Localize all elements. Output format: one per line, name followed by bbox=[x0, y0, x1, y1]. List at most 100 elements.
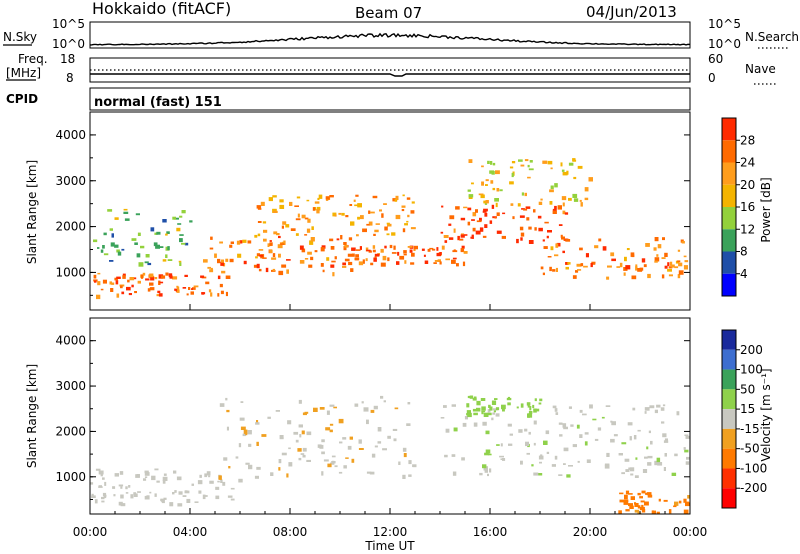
power-cell bbox=[256, 253, 260, 257]
power-cell bbox=[560, 162, 563, 167]
colorbar-tick-label: 8 bbox=[740, 245, 748, 259]
power-cell bbox=[94, 280, 97, 283]
power-cell bbox=[475, 209, 478, 213]
power-cell bbox=[674, 266, 679, 269]
power-cell bbox=[210, 292, 213, 297]
power-cell bbox=[542, 160, 548, 164]
power-cell bbox=[457, 235, 460, 241]
power-cell bbox=[236, 240, 241, 245]
velocity-cell bbox=[611, 421, 616, 426]
velocity-cell bbox=[482, 464, 487, 469]
power-cell bbox=[114, 277, 118, 281]
power-cell bbox=[594, 245, 599, 249]
power-cell bbox=[402, 194, 405, 197]
power-cell bbox=[316, 209, 320, 214]
power-cell bbox=[537, 215, 542, 219]
power-cell bbox=[127, 279, 130, 283]
velocity-cell bbox=[161, 499, 165, 504]
power-cell bbox=[583, 265, 588, 268]
power-cell bbox=[162, 259, 167, 262]
colorbar-swatch bbox=[722, 207, 736, 230]
power-cell bbox=[181, 210, 186, 214]
power-cell bbox=[549, 266, 552, 272]
power-cell bbox=[93, 239, 98, 243]
colorbar-tick-label: 100 bbox=[740, 363, 763, 377]
power-cell bbox=[179, 262, 182, 266]
power-cell bbox=[229, 258, 234, 263]
velocity-cell bbox=[533, 472, 539, 476]
power-cell bbox=[134, 242, 138, 245]
velocity-cell bbox=[481, 410, 486, 413]
power-cell bbox=[475, 230, 481, 235]
velocity-cell bbox=[154, 468, 159, 471]
velocity-cell bbox=[338, 471, 343, 474]
power-ylabel: Slant Range [km] bbox=[25, 160, 39, 264]
velocity-cell bbox=[408, 474, 412, 477]
power-cell bbox=[661, 257, 666, 259]
y-tick-label: 4000 bbox=[55, 128, 86, 142]
colorbar-swatch bbox=[722, 369, 736, 390]
power-cell bbox=[560, 234, 563, 238]
power-cell bbox=[550, 185, 554, 190]
velocity-cell bbox=[485, 449, 491, 454]
power-cell bbox=[169, 275, 173, 279]
power-cell bbox=[568, 162, 574, 166]
power-cell bbox=[375, 223, 380, 225]
velocity-cell bbox=[647, 494, 653, 498]
power-cell bbox=[467, 207, 472, 211]
velocity-cell bbox=[377, 441, 382, 444]
power-cell bbox=[221, 270, 226, 274]
velocity-cell bbox=[443, 405, 447, 408]
velocity-cell bbox=[476, 407, 481, 412]
velocity-cell bbox=[618, 453, 623, 456]
power-cell bbox=[272, 210, 278, 213]
power-cell bbox=[356, 234, 359, 237]
velocity-cell bbox=[453, 427, 458, 432]
power-cell bbox=[341, 212, 345, 216]
power-cell bbox=[391, 252, 397, 254]
power-cell bbox=[573, 176, 577, 180]
power-cell bbox=[561, 169, 565, 172]
velocity-cell bbox=[225, 397, 228, 401]
power-cell bbox=[217, 258, 221, 264]
velocity-cell bbox=[508, 443, 513, 446]
power-cell bbox=[528, 226, 532, 230]
power-cell bbox=[273, 231, 278, 235]
power-cell bbox=[200, 275, 205, 278]
power-cell bbox=[320, 263, 324, 267]
power-cell bbox=[310, 237, 315, 242]
power-cell bbox=[527, 176, 531, 179]
velocity-cell bbox=[199, 474, 202, 478]
velocity-cell bbox=[202, 494, 206, 500]
power-cell bbox=[456, 263, 459, 267]
velocity-cell bbox=[684, 449, 689, 453]
power-cell bbox=[279, 204, 285, 209]
velocity-cell bbox=[440, 417, 445, 419]
power-cell bbox=[258, 268, 262, 272]
velocity-cell bbox=[685, 435, 690, 439]
velocity-cell bbox=[506, 397, 512, 401]
velocity-cell bbox=[641, 509, 646, 513]
velocity-cell bbox=[114, 473, 119, 477]
power-cell bbox=[136, 253, 141, 258]
velocity-cell bbox=[91, 493, 94, 497]
power-cell bbox=[654, 260, 658, 263]
velocity-cell bbox=[332, 460, 335, 465]
velocity-cell bbox=[656, 404, 661, 408]
power-cell bbox=[311, 226, 314, 230]
power-cell bbox=[272, 253, 276, 257]
velocity-cell bbox=[634, 502, 637, 505]
power-cell bbox=[494, 216, 497, 219]
velocity-cell bbox=[281, 452, 287, 456]
velocity-cell bbox=[589, 404, 593, 409]
power-cell bbox=[126, 286, 131, 291]
power-cell bbox=[549, 189, 554, 193]
power-cell bbox=[247, 240, 252, 244]
power-cell bbox=[210, 236, 213, 240]
power-cell bbox=[554, 183, 558, 188]
power-cell bbox=[492, 162, 496, 166]
colorbar-swatch bbox=[722, 118, 736, 141]
power-cell bbox=[437, 259, 441, 262]
power-cell bbox=[677, 249, 681, 252]
x-tick-label: 00:00 bbox=[673, 525, 708, 539]
